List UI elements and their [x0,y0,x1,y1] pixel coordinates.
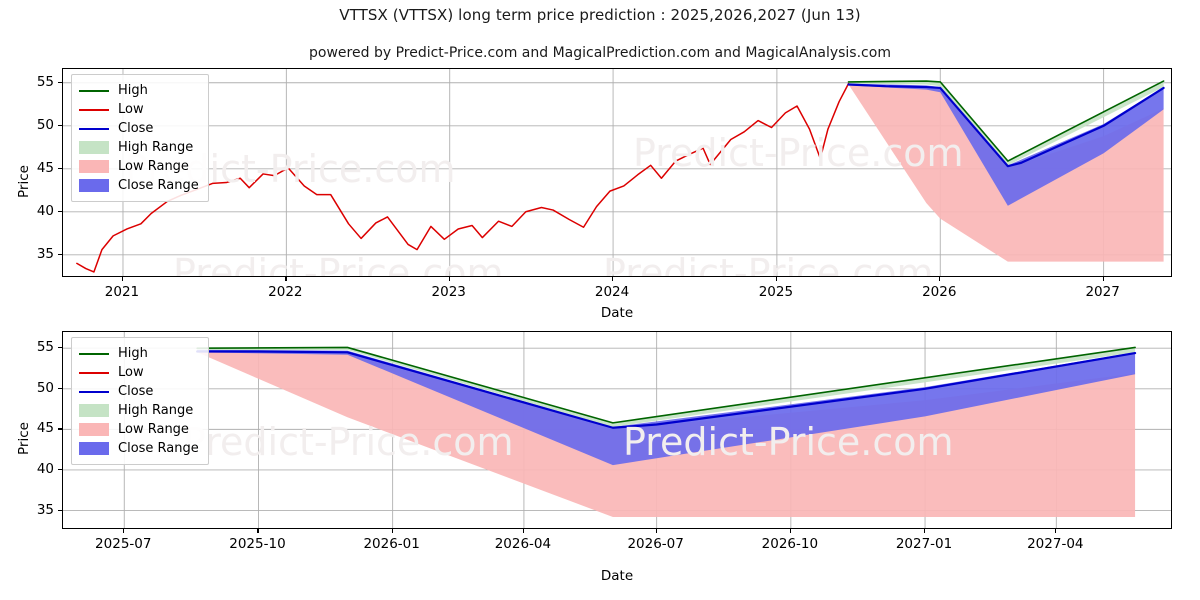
x-axis-tick-mark [391,529,393,533]
legend-swatch-close-icon [79,386,109,398]
legend-swatch-high-range-icon [79,404,109,417]
x-axis-tick-label: 2025 [758,284,794,300]
legend-swatch-low-range-icon [79,423,109,436]
x-axis-tick-label: 2025-07 [95,536,152,552]
y-axis-tick-label: 50 [36,379,54,396]
x-axis-tick-mark [1055,529,1057,533]
y-axis-tick-label: 40 [36,460,54,477]
bottom-chart-y-axis-label: Price [16,422,32,455]
x-axis-tick-mark [1102,277,1104,281]
legend-swatch-low-range-icon [79,160,109,173]
y-axis-tick-mark [58,468,62,471]
legend-item-label: Close Range [118,441,199,456]
y-axis-tick-mark [58,210,62,212]
x-axis-tick-mark [285,277,287,281]
y-axis-tick-label: 50 [36,116,54,133]
x-axis-tick-mark [121,277,124,281]
x-axis-tick-label: 2026 [922,284,957,300]
y-axis-tick-mark [58,347,62,349]
y-axis-tick-mark [58,509,62,511]
x-axis-tick-mark [612,277,614,281]
x-axis-tick-mark [775,277,778,281]
y-axis-tick-label: 40 [36,202,54,219]
legend-item-label: Low [118,365,144,380]
x-axis-tick-label: 2022 [268,284,303,300]
x-axis-tick-label: 2026-04 [494,536,552,552]
x-axis-tick-mark [789,529,792,533]
y-axis-tick-label: 35 [36,501,54,518]
legend-item-high[interactable]: High [79,81,199,100]
legend-item-low[interactable]: Low [79,363,199,382]
top-chart-y-axis-label: Price [16,165,32,198]
x-axis-tick-label: 2026-07 [627,536,684,552]
legend-item-close-range[interactable]: Close Range [79,176,199,195]
x-axis-tick-mark [924,529,926,533]
y-axis-tick-label: 55 [36,339,54,356]
legend-item-close[interactable]: Close [79,119,199,138]
legend-swatch-close-icon [79,123,109,135]
legend-swatch-low-icon [79,367,109,379]
legend-swatch-close-range-icon [79,442,109,455]
legend-swatch-high-icon [79,348,109,360]
legend-item-low-range[interactable]: Low Range [79,420,199,439]
legend-item-label: Low [118,102,144,117]
y-axis-tick-mark [58,253,62,255]
bottom-chart-legend: High Low Close High Range Low Range Close Ran… [71,337,209,465]
y-axis-tick-mark [58,428,62,430]
y-axis-tick-label: 45 [36,159,54,176]
legend-item-high-range[interactable]: High Range [79,138,199,157]
legend-item-label: High [118,346,148,361]
legend-swatch-low-icon [79,104,109,116]
y-axis-tick-label: 55 [36,73,54,90]
x-axis-tick-label: 2027 [1085,284,1120,300]
x-axis-tick-label: 2026-01 [363,536,420,552]
chart-subtitle: powered by Predict-Price.com and Magical… [309,45,891,61]
top-chart-x-axis-label: Date [600,305,634,321]
legend-item-close-range[interactable]: Close Range [79,439,199,458]
x-axis-tick-label: 2024 [594,284,630,300]
y-axis-tick-mark [58,167,62,169]
bottom-chart-plot-area: Predict-Price.com Predict-Price.com High… [62,331,1172,529]
legend-item-label: Close Range [118,178,199,193]
top-chart-legend: High Low Close High Range Low Range Close Ran… [71,74,209,202]
legend-item-label: Low Range [118,159,189,174]
legend-item-close[interactable]: Close [79,382,199,401]
chart-title: VTTSX (VTTSX) long term price prediction… [339,6,861,24]
legend-swatch-close-range-icon [79,179,109,192]
legend-item-label: Low Range [118,422,189,437]
legend-item-label: High Range [118,403,194,418]
legend-item-low-range[interactable]: Low Range [79,157,199,176]
y-axis-tick-mark [58,387,62,389]
x-axis-tick-label: 2026-10 [761,536,819,552]
x-axis-tick-mark [655,529,657,533]
y-axis-tick-mark [58,81,62,83]
legend-item-high[interactable]: High [79,344,199,363]
x-axis-tick-mark [257,529,259,533]
x-axis-tick-label: 2021 [104,284,140,300]
legend-item-low[interactable]: Low [79,100,199,119]
x-axis-tick-label: 2023 [431,284,466,300]
x-axis-tick-mark [123,529,125,533]
y-axis-tick-label: 45 [36,420,54,437]
x-axis-tick-mark [939,277,941,281]
legend-swatch-high-icon [79,85,109,97]
legend-swatch-high-range-icon [79,141,109,154]
legend-item-label: High [118,83,148,98]
y-axis-tick-label: 35 [36,245,54,262]
x-axis-tick-label: 2025-10 [229,536,286,552]
legend-item-high-range[interactable]: High Range [79,401,199,420]
y-axis-tick-mark [58,124,62,126]
x-axis-tick-mark [522,529,525,533]
legend-item-label: High Range [118,140,194,155]
x-axis-tick-label: 2027-01 [895,536,953,552]
x-axis-tick-label: 2027-04 [1027,536,1084,552]
top-chart-plot-area: Predict-Price.com Predict-Price.com Pred… [62,68,1172,277]
legend-item-label: Close [118,384,154,399]
bottom-chart-x-axis-label: Date [600,568,634,584]
x-axis-tick-mark [448,277,450,281]
legend-item-label: Close [118,121,154,136]
